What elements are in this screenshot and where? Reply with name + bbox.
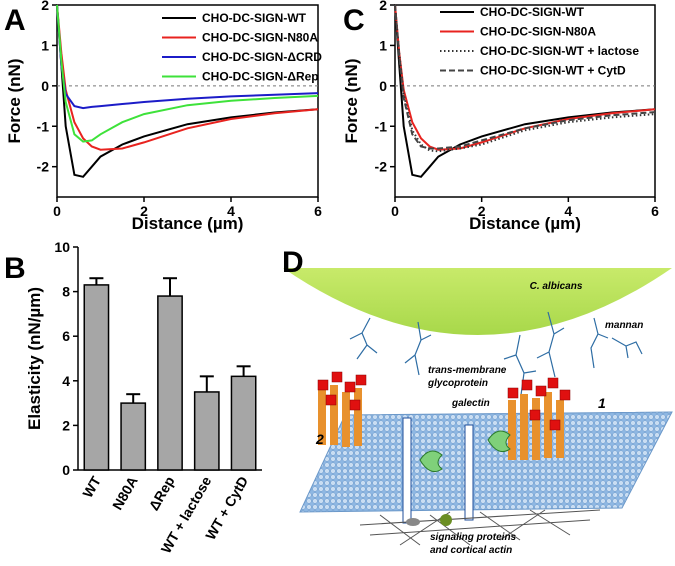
signaling-label: signaling proteins [430,532,517,543]
y-tick-label: 2 [41,0,49,13]
legend-label: CHO-DC-SIGN-N80A [480,25,596,39]
cluster-label: 1 [598,395,606,411]
series-line [394,4,656,150]
panel-label: C [343,4,365,37]
signaling-protein [440,514,452,526]
galectin-label: galectin [451,398,490,409]
x-axis-label: Distance (µm) [469,214,581,233]
bar [230,375,257,471]
x-tick-label: 0 [53,203,61,219]
bar [83,284,110,471]
legend-label: CHO-DC-SIGN-WT + lactose [480,44,639,58]
y-tick-label: 0 [41,78,49,94]
y-tick-label: 8 [62,284,70,300]
organism-label: C. albicans [530,281,583,292]
y-axis-label: Force (nN) [342,59,361,144]
x-tick-label: ΔRep [145,474,177,514]
y-tick-label: 2 [379,0,387,13]
legend-label: CHO-DC-SIGN-WT + CytD [480,64,626,78]
y-tick-label: 0 [62,462,70,478]
series-line [56,4,319,143]
y-axis-label: Force (nN) [5,59,24,144]
y-tick-label: 1 [379,37,387,53]
x-tick-label: N80A [109,474,141,513]
legend-label: CHO-DC-SIGN-WT [480,5,585,19]
x-tick-label: 6 [651,203,659,219]
y-tick-label: 1 [41,37,49,53]
plot-frame [394,4,656,198]
y-tick-label: -1 [375,118,388,134]
y-tick-label: 10 [54,239,70,255]
legend-label: CHO-DC-SIGN-ΔCRD [202,50,322,64]
y-tick-label: -1 [37,118,50,134]
diagram: D C. albicans mannan trans-membrane glycopro… [282,246,673,556]
mannan-fibers [349,311,643,396]
cluster-label: 2 [315,431,324,447]
x-tick-label: 2 [478,203,486,219]
x-tick-label: WT [79,473,104,500]
y-tick-label: -2 [37,159,50,175]
glycoprotein-label: glycoprotein [427,378,488,389]
legend-label: CHO-DC-SIGN-WT [202,11,307,25]
signaling-protein [406,518,420,526]
y-tick-label: 0 [379,78,387,94]
x-tick-label: 0 [391,203,399,219]
x-tick-label: 4 [564,203,572,219]
legend-label: CHO-DC-SIGN-N80A [202,31,318,45]
y-axis-label: Elasticity (nN/µm) [25,287,44,430]
mannan-label: mannan [605,320,643,331]
x-tick-label: 6 [314,203,322,219]
x-axis-label: Distance (µm) [132,214,244,233]
y-tick-label: 4 [62,373,70,389]
series-line [394,4,656,153]
y-tick-label: -2 [375,159,388,175]
panel-label: A [4,4,26,37]
series-line [56,4,319,178]
candida-cell [283,268,672,335]
panel-label: D [282,246,304,279]
glycoprotein-label: trans-membrane [428,365,507,376]
y-tick-label: 6 [62,328,70,344]
legend-label: CHO-DC-SIGN-ΔRep [202,70,319,84]
x-tick-label: 2 [140,203,148,219]
x-tick-label: 4 [227,203,235,219]
bar [157,295,183,471]
bar [120,402,147,471]
panel-label: B [4,252,26,285]
cortical-actin [359,509,601,546]
series-line [394,4,656,178]
glycan-cluster [317,371,571,460]
galectins [419,430,511,472]
signaling-label: and cortical actin [430,545,512,556]
y-tick-label: 2 [62,417,70,433]
bar [193,391,220,471]
plot-frame [56,4,319,198]
